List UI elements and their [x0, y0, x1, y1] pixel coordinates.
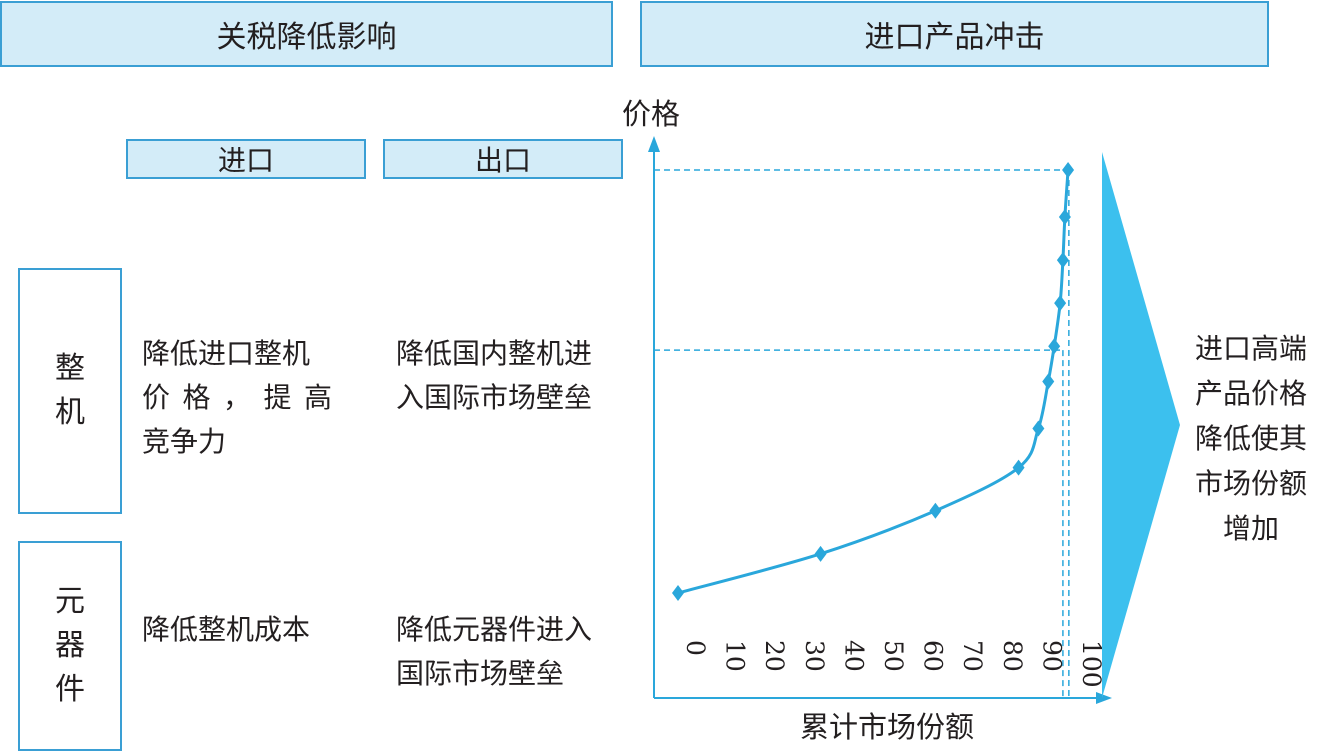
cell-line: 竞争力: [142, 425, 227, 458]
x-tick-label: 60: [919, 640, 948, 672]
cell-line: 降低国内整机进: [396, 337, 593, 370]
price-curve: [677, 169, 1070, 595]
y-axis-title: 价格: [622, 97, 680, 131]
x-tick-label: 40: [839, 640, 868, 672]
x-tick-label: 0: [681, 640, 710, 656]
row-label-char: 机: [55, 395, 85, 430]
row-label-components: 元 器 件: [18, 541, 122, 751]
data-point-marker: [1056, 252, 1069, 269]
column-export: 出口: [383, 139, 623, 179]
cell-line: 降低整机成本: [142, 613, 311, 646]
x-tick-label: 70: [958, 640, 987, 672]
cell-line: 入国际市场壁垒: [396, 381, 593, 414]
data-point-marker: [1062, 162, 1075, 178]
row-label-char: 整: [55, 351, 85, 386]
row-label-char: 元: [55, 584, 85, 619]
x-tick-label: 20: [760, 640, 789, 672]
x-axis-title: 累计市场份额: [800, 710, 974, 744]
data-point-marker: [1048, 338, 1061, 355]
conclusion-line: 进口高端: [1194, 332, 1307, 365]
conclusion-line: 增加: [1222, 512, 1279, 545]
data-point-marker: [1042, 373, 1055, 390]
cell-machine-import: 降低进口整机 价格，提高 竞争力: [142, 332, 332, 464]
cell-machine-export: 降低国内整机进 入国际市场壁垒: [396, 332, 626, 420]
x-tick-labels: 0 10 20 30 40 50 60 70 80 90 100: [681, 640, 1106, 688]
column-import: 进口: [126, 139, 366, 179]
row-label-char: 器: [55, 628, 85, 663]
header-tariff-impact: 关税降低影响: [0, 1, 613, 67]
reference-lines: [654, 169, 1070, 698]
data-point-marker: [1058, 209, 1071, 225]
cell-line: 价格，提高: [142, 381, 332, 414]
x-tick-label: 10: [721, 640, 750, 672]
data-point-marker: [1012, 459, 1025, 476]
chart-axes: [648, 136, 1112, 704]
x-tick-label: 30: [800, 640, 829, 672]
cell-line: 降低进口整机: [142, 337, 311, 370]
data-point-marker: [1054, 295, 1067, 312]
cell-line: 国际市场壁垒: [396, 657, 565, 690]
x-axis-arrowhead: [1096, 692, 1112, 704]
x-tick-label: 100: [1077, 640, 1106, 688]
x-tick-label: 80: [998, 640, 1027, 672]
result-arrow: [1102, 152, 1180, 698]
cell-line: 降低元器件进入: [396, 613, 593, 646]
data-point-marker: [929, 502, 942, 519]
data-point-marker: [1032, 420, 1045, 437]
header-import-impact: 进口产品冲击: [640, 1, 1269, 67]
cell-components-import: 降低整机成本: [142, 608, 342, 652]
data-point-marker: [672, 585, 684, 601]
row-label-complete-machine: 整 机: [18, 268, 122, 514]
conclusion-text: 进口高端 产品价格 降低使其 市场份额 增加: [1188, 326, 1314, 551]
conclusion-line: 降低使其: [1194, 422, 1307, 455]
data-markers: [672, 162, 1075, 601]
data-point-marker: [814, 545, 827, 562]
x-tick-label: 50: [879, 640, 908, 672]
conclusion-line: 产品价格: [1194, 377, 1307, 410]
conclusion-line: 市场份额: [1194, 467, 1307, 500]
cell-components-export: 降低元器件进入 国际市场壁垒: [396, 608, 626, 696]
x-tick-label: 90: [1037, 640, 1066, 672]
row-label-char: 件: [55, 672, 85, 707]
y-axis-arrowhead: [648, 136, 660, 152]
